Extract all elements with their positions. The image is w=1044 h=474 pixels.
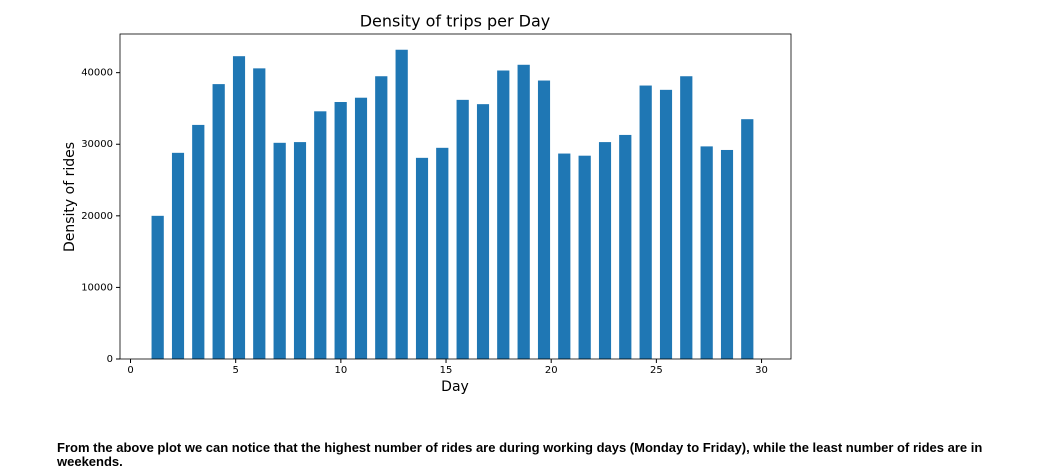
bar bbox=[334, 102, 347, 360]
bar bbox=[558, 153, 571, 359]
bar bbox=[192, 124, 205, 360]
bar bbox=[598, 142, 612, 359]
chart: Density of trips per Day Day Density of … bbox=[62, 12, 792, 395]
bar bbox=[537, 80, 551, 360]
bar bbox=[720, 149, 734, 359]
bar bbox=[741, 119, 754, 359]
bar bbox=[151, 215, 164, 359]
bar bbox=[314, 111, 327, 359]
y-tick-label: 40000 bbox=[81, 68, 113, 79]
y-tick-label: 10000 bbox=[81, 282, 113, 293]
bar bbox=[171, 152, 185, 359]
x-tick-label: 20 bbox=[545, 365, 558, 376]
bar bbox=[476, 104, 490, 360]
bar bbox=[273, 142, 286, 359]
x-tick-label: 25 bbox=[650, 365, 663, 376]
x-tick-label: 15 bbox=[440, 365, 453, 376]
bar bbox=[680, 76, 693, 359]
bar bbox=[517, 64, 530, 360]
bar bbox=[659, 89, 673, 359]
bar bbox=[456, 99, 469, 359]
bar bbox=[578, 155, 591, 359]
chart-title: Density of trips per Day bbox=[360, 12, 551, 31]
bar bbox=[639, 85, 652, 360]
bar bbox=[293, 142, 307, 359]
bar bbox=[354, 97, 368, 359]
x-tick-label: 30 bbox=[755, 365, 768, 376]
bar bbox=[212, 84, 225, 359]
bar bbox=[395, 49, 408, 359]
bar bbox=[253, 68, 266, 359]
y-axis-label: Density of rides bbox=[62, 142, 78, 252]
bar bbox=[436, 147, 449, 359]
bar bbox=[497, 70, 510, 359]
bar bbox=[700, 146, 713, 359]
x-tick-label: 0 bbox=[127, 365, 133, 376]
note-text: From the above plot we can notice that t… bbox=[57, 440, 983, 469]
x-tick-label: 5 bbox=[233, 365, 239, 376]
bar bbox=[375, 76, 388, 359]
bar bbox=[232, 56, 246, 360]
y-tick-label: 0 bbox=[107, 354, 113, 365]
y-tick-label: 20000 bbox=[81, 211, 113, 222]
bar bbox=[415, 157, 429, 359]
x-axis-label: Day bbox=[441, 379, 469, 395]
plot-frame bbox=[119, 33, 792, 360]
bar bbox=[619, 134, 632, 359]
y-tick-label: 30000 bbox=[81, 139, 113, 150]
x-tick-label: 10 bbox=[334, 365, 347, 376]
